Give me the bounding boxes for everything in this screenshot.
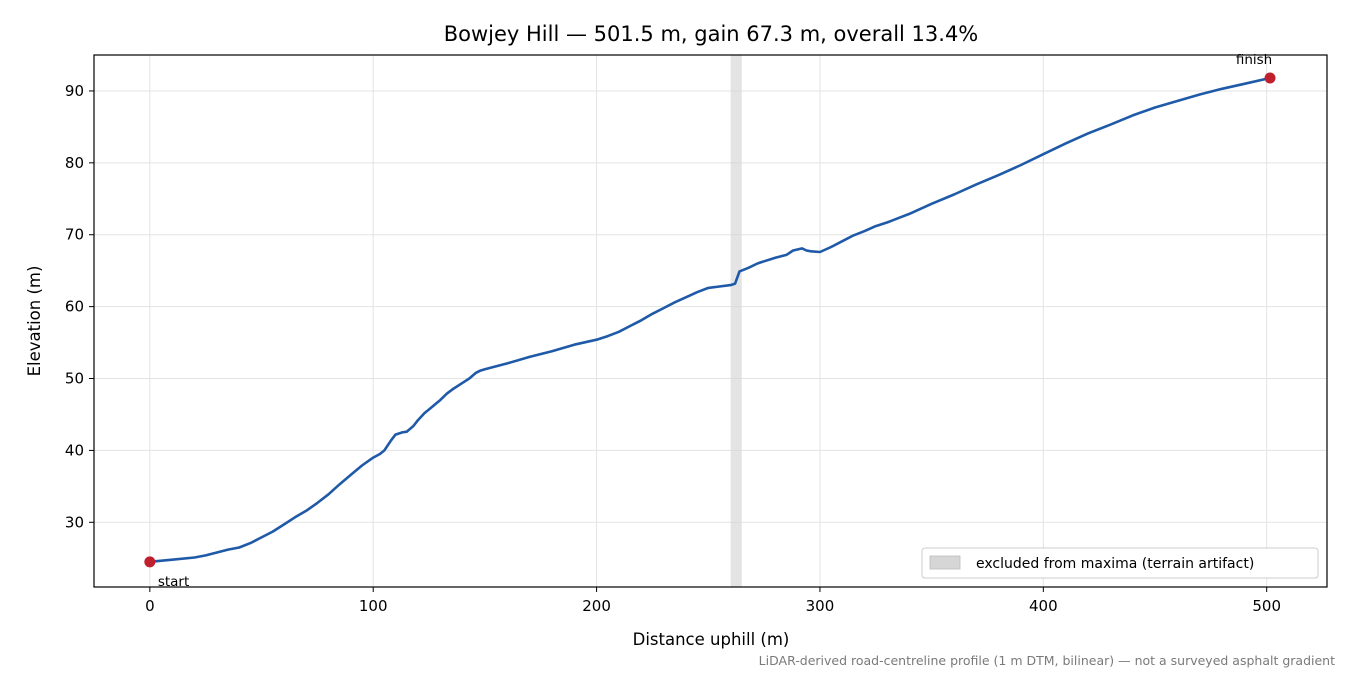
finish-label: finish	[1236, 52, 1272, 68]
y-tick-label: 30	[65, 513, 84, 531]
footnote: LiDAR-derived road-centreline profile (1…	[759, 653, 1335, 668]
x-axis-label: Distance uphill (m)	[633, 630, 790, 649]
x-tick-label: 100	[359, 597, 388, 615]
x-axis: 0 100 200 300 400 500	[145, 587, 1281, 615]
legend-box	[921, 547, 1319, 579]
y-axis: 30 40 50 60 70 80 90	[65, 82, 94, 531]
x-tick-label: 0	[145, 597, 155, 615]
legend: excluded from maxima (terrain artifact)	[921, 547, 1319, 579]
y-tick-label: 50	[65, 370, 84, 388]
x-tick-label: 200	[582, 597, 611, 615]
finish-marker	[1264, 72, 1276, 84]
start-marker	[144, 556, 156, 568]
elevation-line	[149, 76, 1271, 564]
legend-swatch	[929, 555, 961, 570]
plot-frame	[93, 54, 1328, 588]
y-tick-label: 80	[65, 154, 84, 172]
y-tick-label: 90	[65, 82, 84, 100]
y-tick-label: 60	[65, 298, 84, 316]
chart-title: Bowjey Hill — 501.5 m, gain 67.3 m, over…	[444, 22, 979, 46]
x-tick-label: 300	[806, 597, 835, 615]
grid	[94, 55, 1327, 587]
y-tick-label: 40	[65, 441, 84, 459]
start-label: start	[158, 574, 189, 590]
y-tick-label: 70	[65, 226, 84, 244]
endpoint-markers: start finish	[144, 52, 1276, 590]
x-tick-label: 500	[1252, 597, 1281, 615]
y-axis-label: Elevation (m)	[25, 266, 44, 377]
legend-label: excluded from maxima (terrain artifact)	[976, 556, 1254, 572]
x-tick-label: 400	[1029, 597, 1058, 615]
excluded-band	[730, 55, 742, 587]
